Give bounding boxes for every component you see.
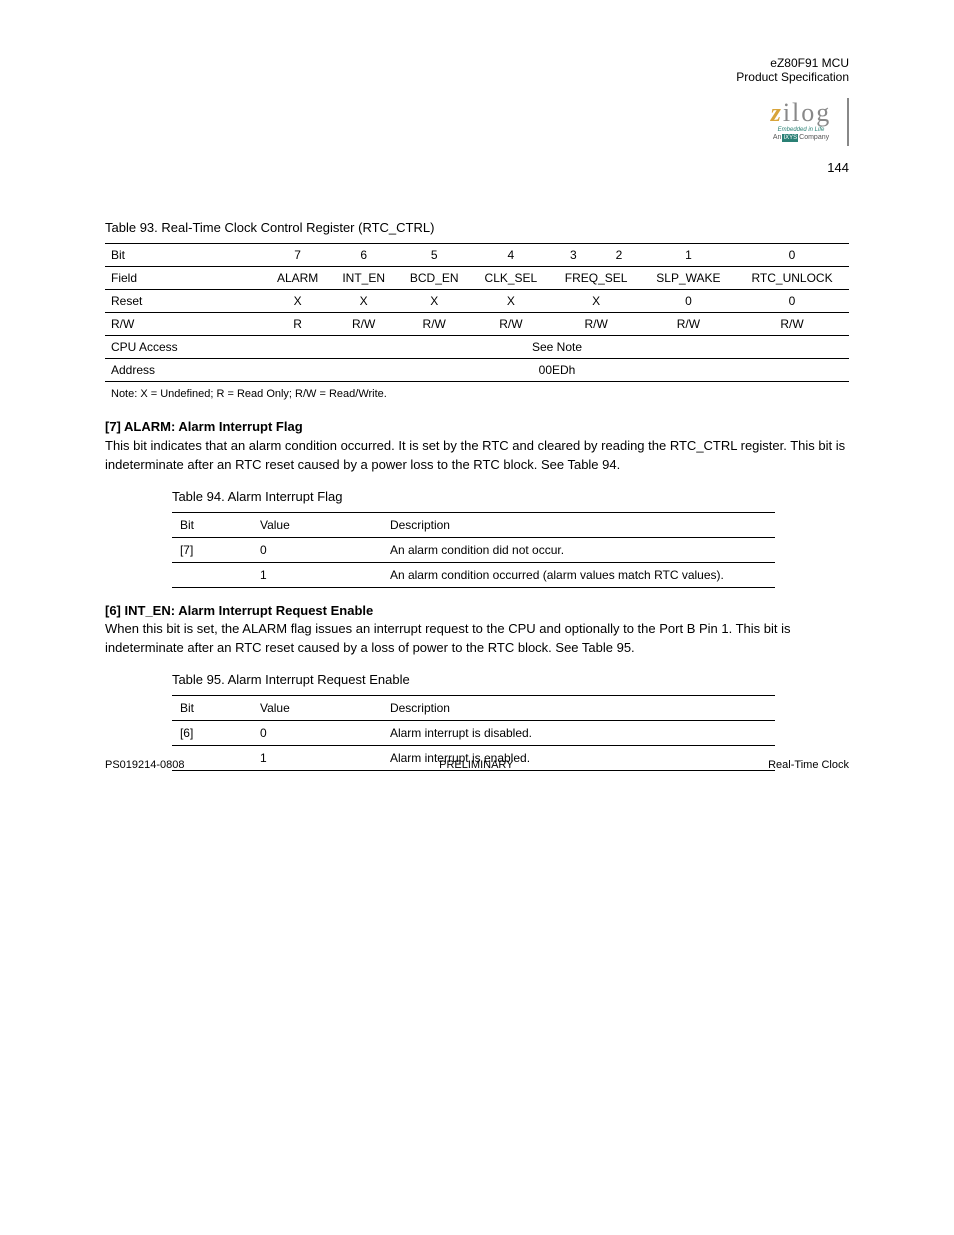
table94-header: Bit Value Description [172, 512, 775, 537]
reset-6: X [330, 290, 397, 313]
register-field-row: Field ALARM INT_EN BCD_EN CLK_SEL FREQ_S… [105, 267, 849, 290]
t94-col-desc: Description [382, 512, 775, 537]
page: eZ80F91 MCU Product Specification zilog … [0, 0, 954, 811]
t95-r0-bit: [6] [172, 721, 252, 746]
rw-7: R [265, 313, 330, 336]
rw-label: R/W [105, 313, 265, 336]
ixys-box: IXYS [782, 134, 798, 142]
reset-4: X [471, 290, 550, 313]
bit-2: 2 [596, 244, 642, 267]
t94-col-bit: Bit [172, 512, 252, 537]
t95-col-val: Value [252, 696, 382, 721]
footer-right: Real-Time Clock [768, 759, 849, 771]
logo-word: ilog [783, 98, 831, 127]
rw-0: R/W [735, 313, 849, 336]
logo: zilog Embedded in Life AnIXYSCompany [757, 98, 849, 146]
logo-first-letter: z [771, 98, 783, 127]
para-alarm-body: This bit indicates that an alarm conditi… [105, 438, 845, 472]
footer-left: PS019214-0808 [105, 759, 185, 771]
field-alarm: ALARM [265, 267, 330, 290]
field-inten: INT_EN [330, 267, 397, 290]
logo-sub-pre: An [773, 134, 782, 141]
rw-5: R/W [397, 313, 471, 336]
register-addr-row: Address 00EDh [105, 359, 849, 382]
table95-title: Table 95. Alarm Interrupt Request Enable [172, 672, 849, 687]
footer: PS019214-0808 PRELIMINARY Real-Time Cloc… [105, 759, 849, 771]
logo-tagline: Embedded in Life [761, 127, 841, 133]
rw-32: R/W [550, 313, 641, 336]
rw-4: R/W [471, 313, 550, 336]
header-right: eZ80F91 MCU Product Specification [736, 56, 849, 84]
table95-row0: [6] 0 Alarm interrupt is disabled. [172, 721, 775, 746]
cpuacc-val: See Note [265, 336, 849, 359]
bit-4: 4 [471, 244, 550, 267]
t94-r0-val: 0 [252, 537, 382, 562]
register-table: Bit 7 6 5 4 3 2 1 0 Field ALARM INT_EN B… [105, 243, 849, 404]
doc-title: eZ80F91 MCU [736, 56, 849, 70]
rw-1: R/W [642, 313, 735, 336]
logo-sub-post: Company [799, 134, 829, 141]
addr-val: 00EDh [265, 359, 849, 382]
field-slpwake: SLP_WAKE [642, 267, 735, 290]
table94: Bit Value Description [7] 0 An alarm con… [172, 512, 775, 588]
t94-col-val: Value [252, 512, 382, 537]
bit-6: 6 [330, 244, 397, 267]
table94-title: Table 94. Alarm Interrupt Flag [172, 489, 849, 504]
t94-r1-bit [172, 562, 252, 587]
logo-text: zilog [761, 100, 841, 126]
page-number: 144 [827, 160, 849, 175]
bit-1: 1 [642, 244, 735, 267]
t94-r1-val: 1 [252, 562, 382, 587]
reset-label: Reset [105, 290, 265, 313]
bit-7: 7 [265, 244, 330, 267]
logo-subline: AnIXYSCompany [761, 134, 841, 142]
para-alarm-head: [7] ALARM: Alarm Interrupt Flag [105, 419, 303, 434]
t94-r0-bit: [7] [172, 537, 252, 562]
t95-col-desc: Description [382, 696, 775, 721]
para-inten-body: When this bit is set, the ALARM flag iss… [105, 621, 791, 655]
t95-r0-val: 0 [252, 721, 382, 746]
addr-label: Address [105, 359, 265, 382]
field-bcden: BCD_EN [397, 267, 471, 290]
footer-center: PRELIMINARY [439, 759, 513, 771]
reset-7: X [265, 290, 330, 313]
para-inten-head: [6] INT_EN: Alarm Interrupt Request Enab… [105, 603, 373, 618]
bit-0: 0 [735, 244, 849, 267]
reset-5: X [397, 290, 471, 313]
reset-1: 0 [642, 290, 735, 313]
field-rtcunlock: RTC_UNLOCK [735, 267, 849, 290]
register-bit-row: Bit 7 6 5 4 3 2 1 0 [105, 244, 849, 267]
t94-r1-desc: An alarm condition occurred (alarm value… [382, 562, 775, 587]
bit-label: Bit [105, 244, 265, 267]
reset-32: X [550, 290, 641, 313]
para-inten: [6] INT_EN: Alarm Interrupt Request Enab… [105, 602, 849, 659]
register-cpuacc-row: CPU Access See Note [105, 336, 849, 359]
field-label: Field [105, 267, 265, 290]
table94-row1: 1 An alarm condition occurred (alarm val… [172, 562, 775, 587]
table95-header: Bit Value Description [172, 696, 775, 721]
register-note-row: Note: X = Undefined; R = Read Only; R/W … [105, 382, 849, 405]
para-alarm: [7] ALARM: Alarm Interrupt Flag This bit… [105, 418, 849, 475]
bit-3: 3 [550, 244, 596, 267]
cpuacc-label: CPU Access [105, 336, 265, 359]
doc-subtitle: Product Specification [736, 70, 849, 84]
table94-row0: [7] 0 An alarm condition did not occur. [172, 537, 775, 562]
register-note: Note: X = Undefined; R = Read Only; R/W … [105, 382, 849, 405]
t94-r0-desc: An alarm condition did not occur. [382, 537, 775, 562]
register-rw-row: R/W R R/W R/W R/W R/W R/W R/W [105, 313, 849, 336]
reset-0: 0 [735, 290, 849, 313]
table93-title: Table 93. Real-Time Clock Control Regist… [105, 220, 849, 235]
rw-6: R/W [330, 313, 397, 336]
bit-5: 5 [397, 244, 471, 267]
content: Table 93. Real-Time Clock Control Regist… [105, 220, 849, 771]
t95-col-bit: Bit [172, 696, 252, 721]
t95-r0-desc: Alarm interrupt is disabled. [382, 721, 775, 746]
field-clksel: CLK_SEL [471, 267, 550, 290]
field-freqsel: FREQ_SEL [550, 267, 641, 290]
register-reset-row: Reset X X X X X 0 0 [105, 290, 849, 313]
